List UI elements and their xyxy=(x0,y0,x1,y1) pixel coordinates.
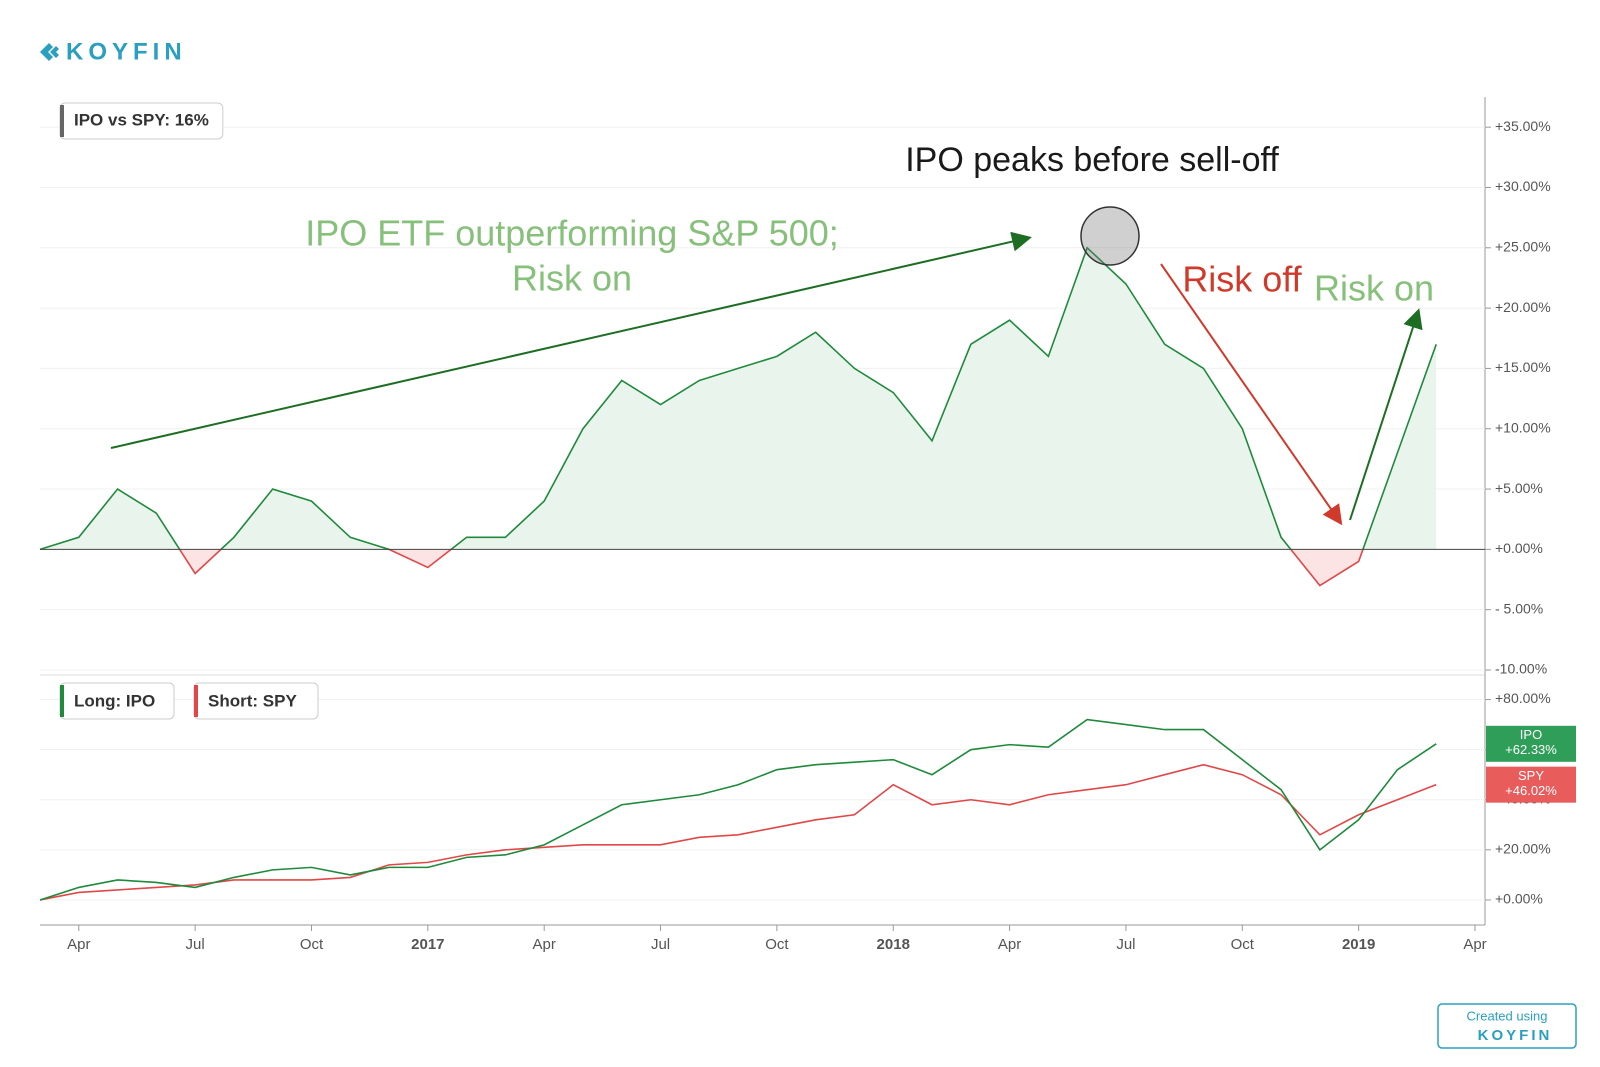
annotation: Risk on xyxy=(1314,268,1434,309)
pane-label-marker xyxy=(60,105,64,137)
annotations: IPO ETF outperforming S&P 500;Risk onIPO… xyxy=(305,141,1434,309)
y-tick-label: +0.00% xyxy=(1495,891,1543,907)
legend-chip-marker xyxy=(194,685,198,717)
footer-box xyxy=(1437,1003,1577,1049)
y-tick-label: +5.00% xyxy=(1495,480,1543,496)
x-tick-label: Apr xyxy=(1463,936,1486,953)
x-tick-label: Apr xyxy=(998,936,1021,953)
line xyxy=(39,718,1437,901)
bottom-pane: +0.00%+20.00%+40.00%+60.00%+80.00%AprJul… xyxy=(39,682,1576,953)
x-tick-label: Apr xyxy=(67,936,90,953)
peak-circle xyxy=(1080,206,1140,266)
legend-label: Short: SPY xyxy=(208,691,297,710)
end-badge-value: +62.33% xyxy=(1505,742,1557,757)
logo-text: KOYFIN xyxy=(66,38,187,65)
arrow xyxy=(1160,263,1343,526)
arrow xyxy=(1349,308,1423,521)
logo-icon xyxy=(40,43,59,61)
y-tick-label: +25.00% xyxy=(1495,238,1551,254)
y-tick-label: +0.00% xyxy=(1495,540,1543,556)
line xyxy=(39,763,1437,901)
x-tick-label: Jul xyxy=(651,936,670,953)
line xyxy=(39,246,1437,550)
x-tick-label: 2019 xyxy=(1342,936,1375,953)
x-tick-label: Oct xyxy=(300,936,324,953)
y-tick-label: +30.00% xyxy=(1495,178,1551,194)
footer-brand: KOYFIN xyxy=(1478,1027,1553,1044)
y-tick-label: +80.00% xyxy=(1495,690,1551,706)
x-tick-label: 2018 xyxy=(877,936,910,953)
end-badge xyxy=(1486,725,1576,762)
y-tick-label: +15.00% xyxy=(1495,359,1551,375)
annotation: Risk on xyxy=(512,258,632,299)
annotation-shapes xyxy=(110,206,1423,526)
area xyxy=(40,247,1437,550)
y-tick-label: -10.00% xyxy=(1495,661,1547,677)
footer-badge: Created using KOYFIN xyxy=(1437,1003,1577,1049)
annotation: Risk off xyxy=(1182,259,1302,300)
x-tick-label: Jul xyxy=(186,936,205,953)
footer-text: Created using xyxy=(1467,1008,1548,1023)
x-tick-label: 2017 xyxy=(411,936,444,953)
x-tick-label: Oct xyxy=(1231,936,1255,953)
annotation: IPO ETF outperforming S&P 500; xyxy=(305,213,839,254)
y-tick-label: +20.00% xyxy=(1495,299,1551,315)
end-badge xyxy=(1486,766,1576,803)
y-tick-label: +20.00% xyxy=(1495,841,1551,857)
top-pane: -10.00% - 5.00% +0.00% +5.00% +10.00% +15.00%… xyxy=(39,102,1551,677)
y-tick-label: - 5.00% xyxy=(1495,600,1543,616)
y-tick-label: +35.00% xyxy=(1495,118,1551,134)
logo: KOYFIN xyxy=(40,38,187,65)
y-tick-label: +10.00% xyxy=(1495,419,1551,435)
x-tick-label: Oct xyxy=(765,936,789,953)
end-badge-ticker: IPO xyxy=(1520,727,1542,742)
pane-label: IPO vs SPY: 16% xyxy=(74,110,209,129)
end-badge-value: +46.02% xyxy=(1505,783,1557,798)
x-tick-label: Jul xyxy=(1116,936,1135,953)
x-tick-label: Apr xyxy=(533,936,556,953)
annotation: IPO peaks before sell-off xyxy=(905,141,1279,179)
legend-label: Long: IPO xyxy=(74,691,155,710)
legend-chip-marker xyxy=(60,685,64,717)
arrow xyxy=(110,231,1032,449)
end-badge-ticker: SPY xyxy=(1518,768,1544,783)
